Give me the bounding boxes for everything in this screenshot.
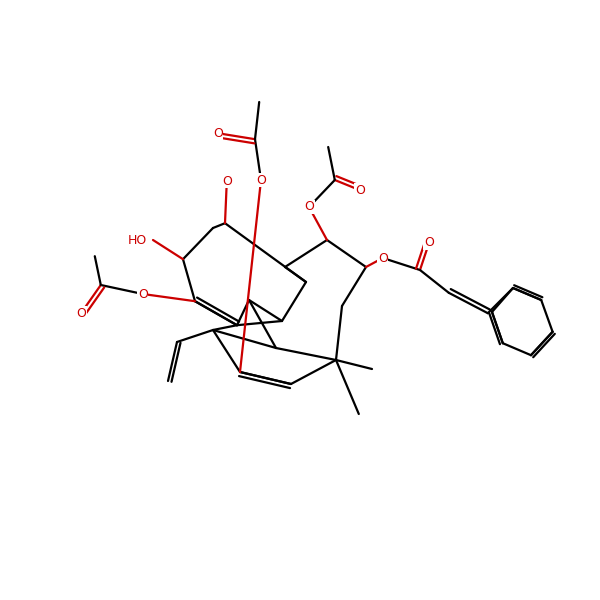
Text: O: O [424,236,434,250]
Text: O: O [213,127,223,140]
Text: O: O [76,307,86,320]
Text: O: O [256,173,266,187]
Text: O: O [355,184,365,197]
Text: O: O [138,287,148,301]
Text: O: O [378,251,388,265]
Text: HO: HO [128,233,147,247]
Text: O: O [304,200,314,214]
Text: O: O [222,175,232,188]
